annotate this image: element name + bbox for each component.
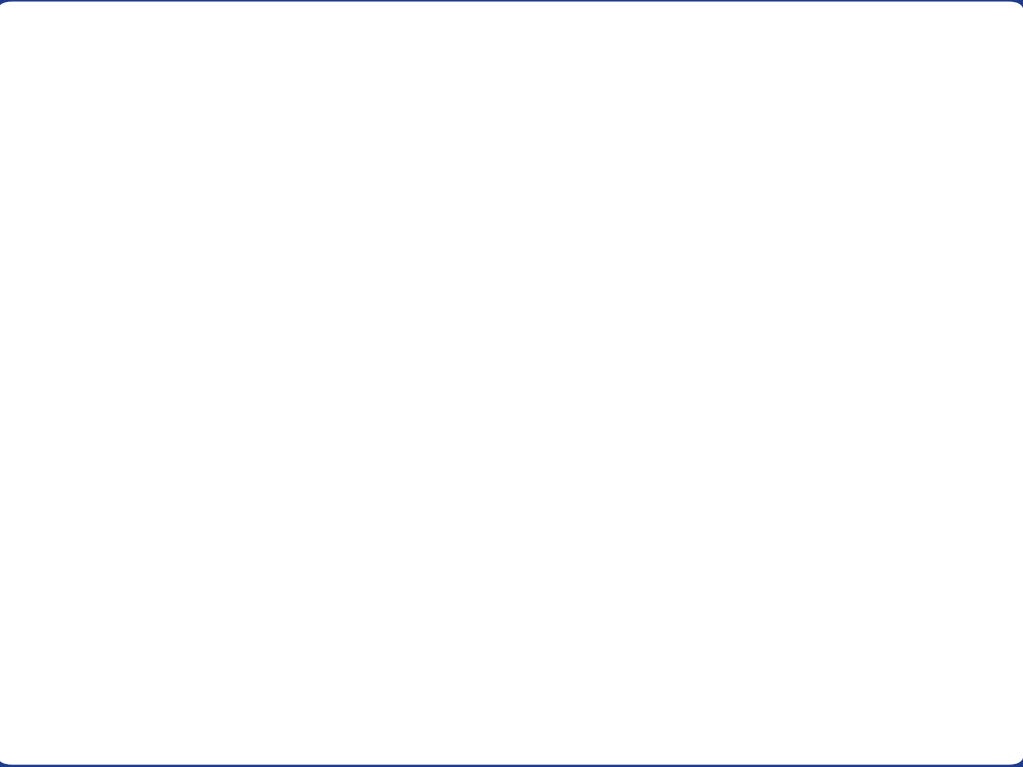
Bar (404, 299, 696, 357)
Bar (773, 238, 858, 280)
Text: VMM: VMM (347, 461, 391, 479)
Text: Device　（GPU, Hard Disk, Network Card）: Device （GPU, Hard Disk, Network Card） (213, 559, 525, 574)
Text: CUDA Library: CUDA Library (98, 321, 199, 335)
Text: vCUDA Library: vCUDA Library (446, 321, 557, 335)
Bar (404, 222, 696, 280)
Bar (39, 123, 300, 165)
Text: vCUDA Stub: vCUDA Stub (102, 244, 195, 258)
Text: Device Driver: Device Driver (96, 397, 202, 412)
Text: lazyRPC: lazyRPC (776, 326, 855, 345)
Bar (300, 123, 714, 165)
Text: Virtual Machine OS: Virtual Machine OS (421, 135, 592, 153)
Text: Host OS: Host OS (133, 135, 206, 153)
Bar (39, 376, 259, 433)
Text: CUDA Application: CUDA Application (483, 244, 617, 258)
Text: GuestOS: GuestOS (471, 179, 542, 197)
Bar (731, 303, 900, 368)
Bar (39, 299, 259, 357)
Text: 11: 11 (965, 725, 987, 742)
Bar (39, 539, 699, 594)
Text: HostOS: HostOS (138, 179, 199, 197)
Bar (150, 100, 421, 117)
Bar (421, 100, 989, 117)
Bar (39, 437, 699, 502)
Text: Instant API: Instant API (650, 441, 736, 456)
Bar (39, 215, 259, 502)
Text: vGPU: vGPU (621, 321, 658, 335)
Text: vCUDA Architecture ( cont. ): vCUDA Architecture ( cont. ) (41, 65, 528, 94)
Bar (39, 222, 259, 280)
Bar (23, 100, 150, 117)
Bar (588, 303, 691, 353)
Text: Non instant API: Non instant API (726, 253, 850, 268)
